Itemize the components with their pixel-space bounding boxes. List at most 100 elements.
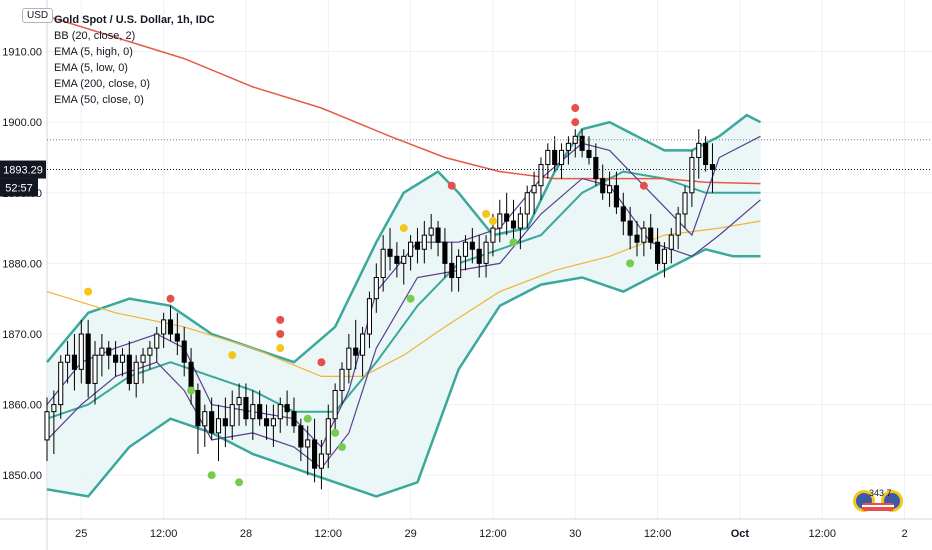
signal-dot-yellow — [84, 287, 93, 296]
signal-dot-green — [406, 294, 415, 303]
candle-body — [92, 354, 98, 384]
candle-body — [51, 404, 57, 413]
candle-body — [284, 404, 290, 413]
bb-upper-line — [46, 113, 762, 364]
candle-body — [476, 248, 482, 264]
candle-body — [236, 397, 242, 406]
candle-body — [538, 164, 544, 187]
candle-body — [545, 149, 551, 166]
signal-dot-red — [166, 294, 175, 303]
candle-body — [58, 361, 64, 406]
candle-body — [620, 206, 626, 222]
signal-dot-green — [509, 238, 518, 247]
y-tick-label: 1860.00 — [2, 400, 42, 412]
symbol-title[interactable]: Gold Spot / U.S. Dollar, 1h, IDC — [54, 14, 215, 26]
chart-legend: Gold Spot / U.S. Dollar, 1h, IDC BB (20,… — [54, 12, 215, 108]
candle-body — [682, 192, 688, 215]
indicator-ema-low[interactable]: EMA (5, low, 0) — [54, 62, 128, 74]
candle-body — [408, 241, 414, 257]
candle-body — [140, 354, 146, 363]
y-tick-label: 1910.00 — [2, 47, 42, 59]
y-tick-label: 1880.00 — [2, 258, 42, 270]
candle-body — [648, 227, 654, 243]
indicator-ema-200[interactable]: EMA (200, close, 0) — [54, 78, 150, 90]
candle-body — [366, 298, 373, 335]
candle-body — [202, 411, 208, 427]
candle-body — [517, 213, 523, 229]
candle-body — [552, 149, 558, 166]
signal-dot-green — [626, 259, 635, 268]
candle-body — [174, 333, 180, 342]
candle-body — [229, 404, 235, 427]
signal-dot-green — [207, 471, 216, 480]
y-tick-label: 1850.00 — [2, 470, 42, 482]
last-price-label: 1893.29 — [3, 165, 43, 177]
y-tick-label: 1870.00 — [2, 329, 42, 341]
ema50-line — [46, 220, 761, 377]
candle-body — [78, 333, 84, 370]
bb-fill — [47, 115, 761, 497]
signal-dot-green — [331, 428, 340, 437]
signal-dot-yellow — [482, 209, 491, 218]
candle-body — [586, 149, 592, 158]
candle-body — [44, 411, 50, 441]
candle-body — [668, 234, 674, 250]
candle-body — [71, 354, 77, 370]
signal-dot-yellow — [488, 217, 497, 226]
candle-body — [579, 135, 585, 151]
ema200-line — [46, 15, 761, 185]
candle-body — [696, 142, 702, 158]
candle-body — [312, 439, 318, 469]
candle-body — [332, 389, 338, 420]
signal-dot-red — [447, 181, 456, 190]
candle-body — [483, 241, 489, 264]
signal-dot-red — [639, 181, 648, 190]
signal-dot-yellow — [276, 344, 285, 353]
signal-dot-red — [571, 118, 580, 127]
flag-badge-icon[interactable] — [852, 488, 904, 514]
candle-body — [565, 142, 571, 151]
candle-body — [661, 248, 668, 264]
indicator-ema-high[interactable]: EMA (5, high, 0) — [54, 46, 133, 58]
indicator-ema-50[interactable]: EMA (50, close, 0) — [54, 94, 144, 106]
candle-body — [263, 418, 270, 427]
candle-body — [442, 241, 448, 264]
candle-body — [154, 333, 160, 349]
candle-body — [298, 425, 304, 448]
candle-body — [65, 354, 71, 363]
candle-body — [634, 234, 640, 243]
candle-body — [147, 347, 153, 356]
last-price-tag — [0, 160, 46, 179]
candle-body — [167, 319, 174, 335]
x-tick-label: Oct — [731, 528, 750, 540]
candle-body — [607, 185, 613, 194]
candle-body — [106, 347, 112, 356]
candle-body — [181, 340, 187, 363]
signal-dot-red — [276, 315, 285, 324]
x-tick-label: 12:00 — [644, 528, 672, 540]
candle-body — [257, 404, 263, 420]
indicator-bb[interactable]: BB (20, close, 2) — [54, 30, 136, 42]
candle-body — [504, 213, 510, 222]
countdown-label: 52:57 — [5, 183, 33, 195]
x-tick-label: 12:00 — [808, 528, 836, 540]
bb-middle-line — [46, 170, 761, 420]
countdown-tag — [0, 178, 38, 197]
signal-dot-red — [571, 104, 580, 113]
candle-body — [469, 241, 475, 250]
x-tick-label: 2 — [901, 528, 907, 540]
x-tick-label: 12:00 — [150, 528, 178, 540]
candle-body — [119, 354, 126, 363]
x-tick-label: 29 — [404, 528, 416, 540]
candle-body — [339, 368, 345, 391]
signal-dot-green — [187, 386, 196, 395]
candle-body — [325, 418, 331, 455]
currency-button[interactable]: USD — [22, 8, 54, 23]
candle-body — [346, 347, 352, 370]
candle-body — [243, 397, 249, 420]
badge-count: 343 7 — [869, 488, 892, 498]
candle-body — [360, 333, 366, 356]
candle-body — [627, 220, 633, 236]
candle-body — [291, 411, 297, 427]
